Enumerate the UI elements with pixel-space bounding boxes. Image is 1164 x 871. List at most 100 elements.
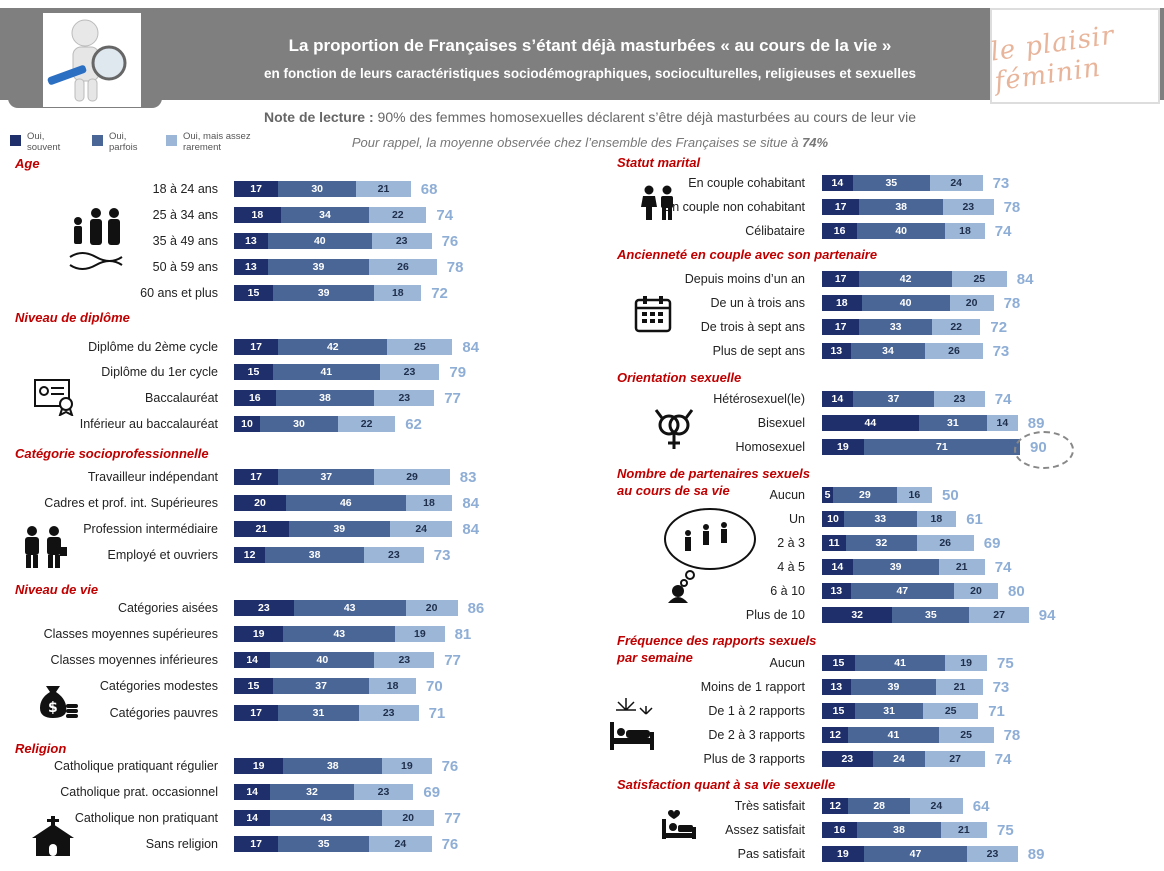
bar-segment-parfois: 37: [273, 678, 370, 694]
row-total: 80: [1008, 583, 1025, 600]
bar-segment-rarement: 24: [929, 175, 983, 191]
bar-segment-souvent: 14: [822, 391, 853, 407]
row-label: Plus de 10: [745, 608, 805, 622]
highlight-circle: [1014, 431, 1074, 469]
row-label: Assez satisfait: [725, 823, 805, 837]
bar-segment-parfois: 30: [260, 416, 338, 432]
couple-icon: [640, 185, 676, 226]
bar-segment-rarement: 23: [379, 364, 440, 380]
bar-segment-souvent: 15: [234, 364, 273, 380]
bar-segment-parfois: 37: [278, 469, 375, 485]
bar-segment-rarement: 20: [949, 295, 994, 311]
bar-segment-souvent: 10: [234, 416, 260, 432]
bar-segment-rarement: 21: [938, 559, 985, 575]
row-label: Aucun: [769, 656, 805, 670]
stacked-bar: 16 38 21: [822, 822, 987, 838]
bar-segment-parfois: 47: [863, 846, 968, 862]
row-total: 81: [454, 626, 472, 643]
bar-segment-souvent: 15: [822, 703, 855, 719]
row-label: Catégories modestes: [99, 679, 218, 693]
bar-segment-souvent: 21: [234, 521, 289, 537]
bar-segment-parfois: 35: [852, 175, 930, 191]
row-total: 75: [997, 655, 1014, 672]
row-total: 68: [420, 181, 438, 198]
section-title: Religion: [15, 741, 67, 756]
bar-segment-souvent: 18: [822, 295, 862, 311]
page-subtitle: en fonction de leurs caractéristiques so…: [264, 66, 916, 81]
section-title: Niveau de vie: [15, 582, 99, 597]
stacked-bar: 17 42 25: [822, 271, 1007, 287]
legend-swatch: [92, 135, 103, 146]
reading-note-text: 90% des femmes homosexuelles déclarent s…: [373, 109, 917, 125]
average-reminder-text: Pour rappel, la moyenne observée chez l’…: [351, 135, 803, 150]
bar-segment-parfois: 34: [280, 207, 370, 223]
bar-segment-parfois: 42: [859, 271, 952, 287]
stacked-bar: 17 33 22: [822, 319, 981, 335]
bar-segment-parfois: 38: [275, 390, 375, 406]
row-label: Homosexuel: [735, 440, 805, 454]
row-label: Sans religion: [145, 837, 218, 851]
bar-segment-rarement: 26: [925, 343, 983, 359]
bar-segment-parfois: 41: [848, 727, 939, 743]
section-title: Nombre de partenaires sexuels au cours d…: [617, 466, 810, 498]
bar-segment-rarement: 23: [358, 705, 419, 721]
brand-logo-text: le plaisir féminin: [988, 20, 1117, 98]
bar-segment-parfois: 31: [918, 415, 987, 431]
bar-segment-souvent: 14: [234, 784, 271, 800]
bar-segment-souvent: 16: [234, 390, 276, 406]
row-total: 74: [436, 207, 454, 224]
row-label: De 1 à 2 rapports: [708, 704, 805, 718]
bar-segment-rarement: 24: [389, 521, 453, 537]
bar-segment-rarement: 26: [369, 259, 437, 275]
church-icon: [30, 816, 76, 861]
row-total: 77: [444, 390, 461, 407]
legend-item-parfois: Oui, parfois: [92, 131, 149, 153]
calendar-icon: [634, 295, 672, 338]
bar-segment-parfois: 34: [850, 343, 926, 359]
row-label: Un: [789, 512, 805, 526]
stacked-bar: 14 39 21: [822, 559, 985, 575]
bar-segment-parfois: 33: [859, 319, 932, 335]
bar-segment-souvent: 23: [822, 751, 873, 767]
stacked-bar: 16 38 23: [234, 390, 435, 406]
row-total: 83: [459, 469, 477, 486]
row-total: 84: [462, 339, 480, 356]
bar-segment-parfois: 43: [270, 810, 383, 826]
row-label: Catholique non pratiquant: [74, 811, 218, 825]
bar-segment-souvent: 13: [822, 583, 851, 599]
bar-segment-rarement: 14: [986, 415, 1018, 431]
bar-segment-parfois: 32: [270, 784, 354, 800]
stacked-bar: 14 37 23: [822, 391, 985, 407]
bar-segment-souvent: 16: [822, 822, 858, 838]
bar-segment-souvent: 11: [822, 535, 847, 551]
stacked-bar: 15 41 19: [822, 655, 987, 671]
bar-segment-parfois: 32: [846, 535, 917, 551]
bar-segment-rarement: 16: [896, 487, 932, 503]
row-total: 77: [444, 652, 461, 669]
row-label: Depuis moins d’un an: [684, 272, 805, 286]
row-label: 2 à 3: [777, 536, 805, 550]
bar-segment-rarement: 23: [934, 391, 985, 407]
bar-segment-rarement: 20: [405, 600, 458, 616]
bar-segment-parfois: 38: [857, 822, 941, 838]
bar-segment-parfois: 43: [293, 600, 406, 616]
stacked-bar: 17 38 23: [822, 199, 994, 215]
stacked-bar: 10 30 22: [234, 416, 396, 432]
bar-segment-souvent: 17: [822, 271, 860, 287]
stacked-bar: 23 43 20: [234, 600, 458, 616]
bar-segment-parfois: 39: [267, 259, 370, 275]
row-total: 74: [994, 391, 1012, 408]
row-label: Travailleur indépendant: [87, 470, 218, 484]
bar-segment-souvent: 18: [234, 207, 281, 223]
bar-segment-parfois: 41: [855, 655, 946, 671]
bar-segment-souvent: 13: [234, 259, 268, 275]
bar-segment-rarement: 22: [338, 416, 396, 432]
row-label: De un à trois ans: [710, 296, 806, 310]
row-label: 50 à 59 ans: [152, 260, 218, 274]
bar-segment-souvent: 17: [822, 319, 860, 335]
brand-logo: le plaisir féminin: [988, 8, 1160, 104]
legend-swatch: [166, 135, 177, 146]
bar-segment-parfois: 37: [852, 391, 935, 407]
row-label: Catégories aisées: [117, 601, 218, 615]
stacked-bar: 12 38 23: [234, 547, 424, 563]
